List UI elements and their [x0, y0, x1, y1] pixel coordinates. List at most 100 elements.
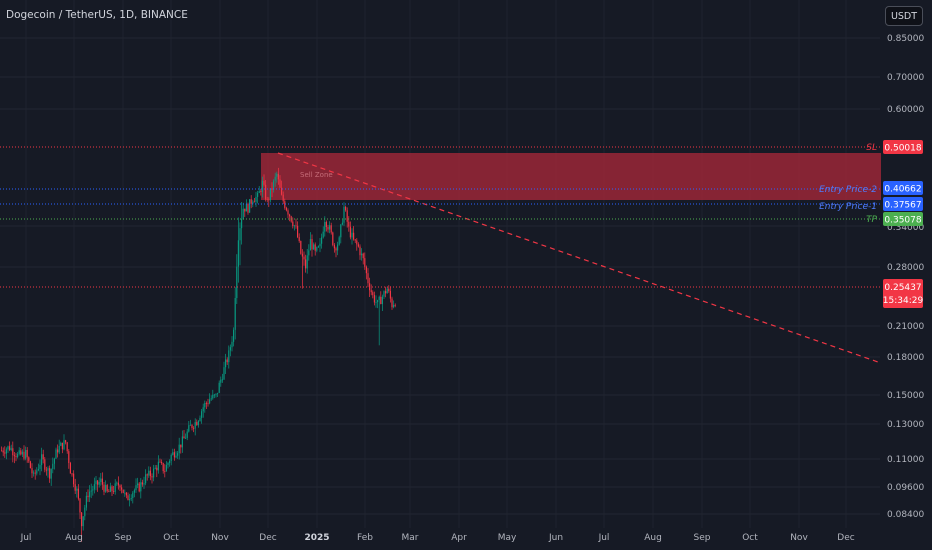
price-tick: 0.70000 [887, 73, 924, 83]
candle-body [351, 232, 353, 238]
candle-body [393, 304, 395, 308]
candle-body [289, 214, 291, 217]
candle-body [98, 482, 100, 485]
symbol-title[interactable]: Dogecoin / TetherUS, 1D, BINANCE [6, 9, 188, 21]
currency-button[interactable]: USDT [885, 6, 923, 26]
price-axis[interactable]: 0.85000 0.70000 0.60000 0.34000 0.28000 … [883, 34, 925, 520]
candle-body [13, 455, 15, 457]
candle-body [301, 253, 303, 257]
candle-body [263, 180, 265, 185]
candle-body [209, 399, 211, 404]
candle-body [353, 232, 355, 240]
time-axis[interactable]: Jul Aug Sep Oct Nov Dec 2025 Feb Mar Apr… [20, 533, 855, 543]
candle-body [332, 232, 334, 246]
candle-body [65, 440, 67, 443]
candle-body [71, 473, 73, 475]
candle-body [165, 464, 167, 472]
tp-label: TP [866, 215, 877, 225]
candle-body [305, 259, 307, 269]
candle-body [85, 495, 87, 508]
candle-body [367, 273, 369, 284]
candle-body [260, 191, 262, 192]
candle-body [145, 474, 147, 484]
candle-body [365, 266, 367, 274]
candle-body [82, 516, 84, 527]
candle-body [202, 407, 204, 412]
candle-body [153, 468, 155, 478]
candle-body [316, 247, 318, 251]
candle-body [137, 483, 139, 486]
candle-body [226, 359, 228, 363]
candle-body [265, 184, 267, 200]
candle-body [292, 221, 294, 227]
candle-body [41, 454, 43, 465]
candle-body [170, 454, 172, 462]
candle-body [281, 187, 283, 195]
candle-body [44, 459, 46, 470]
candle-body [20, 450, 22, 455]
candle-body [244, 208, 246, 212]
candle-body [242, 208, 244, 220]
candle-body [337, 244, 339, 251]
candle-body [186, 431, 188, 438]
bar-countdown: 15:34:29 [883, 296, 924, 306]
candle-body [343, 206, 345, 223]
candle-body [106, 485, 108, 492]
price-tick: 0.08400 [887, 510, 924, 520]
candle-body [236, 266, 238, 298]
time-label: Sep [694, 533, 711, 543]
candle-body [39, 464, 41, 469]
sl-price-value: 0.50018 [884, 144, 921, 154]
sell-zone[interactable] [261, 153, 881, 200]
candle-body [354, 239, 356, 241]
candle-body [261, 180, 263, 192]
candle-body [386, 288, 388, 294]
candle-body [293, 225, 295, 227]
candle-body [220, 379, 222, 383]
candle-body [364, 258, 366, 267]
candle-body [60, 442, 62, 446]
candle-body [325, 222, 327, 228]
candle-body [159, 461, 161, 463]
candle-body [215, 393, 217, 395]
candle-body [50, 468, 52, 479]
sell-zone-label: Sell Zone [300, 171, 333, 179]
price-tick: 0.15000 [887, 391, 924, 401]
candle-body [100, 478, 102, 483]
candle-body [193, 427, 195, 429]
candle-body [333, 245, 335, 249]
time-label: Oct [163, 533, 179, 543]
candle-body [109, 486, 111, 492]
candle-body [234, 297, 236, 330]
candle-body [79, 498, 81, 513]
candle-body [362, 253, 364, 259]
candle-body [37, 468, 39, 471]
candle-body [169, 461, 171, 463]
candle-body [175, 455, 177, 458]
candle-body [204, 403, 206, 408]
candle-body [121, 487, 123, 490]
candle-body [324, 222, 326, 232]
candle-body [185, 437, 187, 439]
candle-body [233, 329, 235, 342]
candle-body [349, 226, 351, 238]
time-label: Nov [211, 533, 229, 543]
candle-body [308, 250, 310, 256]
candle-body [191, 424, 193, 428]
trend-line[interactable] [277, 152, 879, 363]
candle-body [47, 468, 49, 471]
candle-body [93, 484, 95, 490]
price-tick: 0.09600 [887, 483, 924, 493]
candle-body [375, 302, 377, 303]
candle-body [348, 221, 350, 227]
candle-body [285, 207, 287, 211]
candle-body [225, 359, 227, 368]
candle-body [377, 300, 379, 303]
time-label: Jul [20, 533, 32, 543]
candle-body [122, 489, 124, 493]
candle-body [356, 240, 358, 245]
candle-body [177, 453, 179, 456]
candle-body [132, 492, 134, 499]
candle-body [181, 436, 183, 448]
